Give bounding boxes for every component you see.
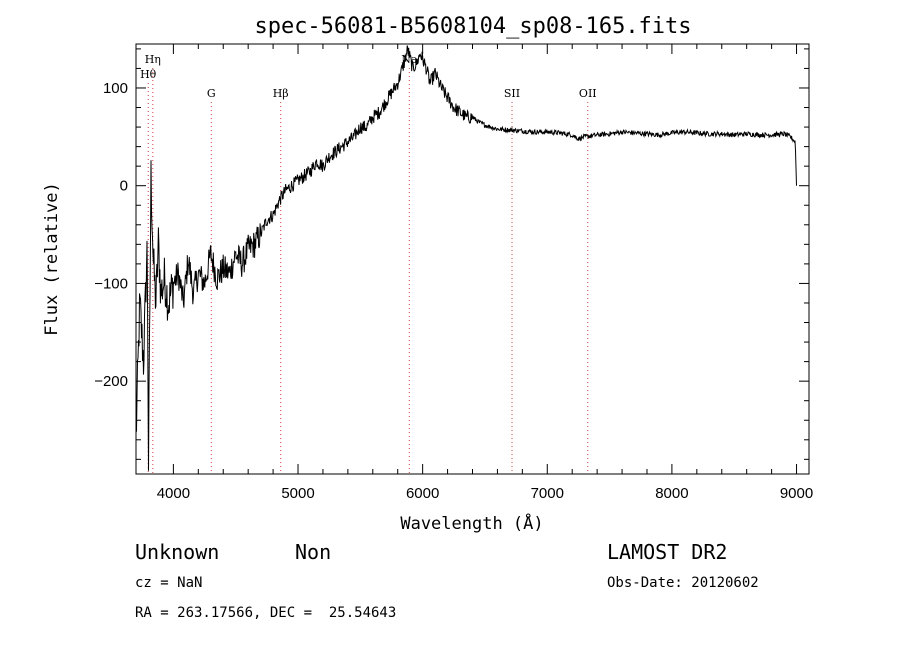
y-tick-label: −100 bbox=[94, 275, 128, 292]
marker-label: G bbox=[207, 87, 216, 100]
marker-label: Hβ bbox=[273, 87, 289, 100]
survey-name: LAMOST DR2 bbox=[607, 540, 728, 564]
x-tick-label: 8000 bbox=[655, 485, 688, 502]
x-tick-label: 7000 bbox=[531, 485, 564, 502]
sky-coordinates: RA = 263.17566, DEC = 25.54643 bbox=[135, 605, 397, 621]
chart-title: spec-56081-B5608104_sp08-165.fits bbox=[254, 14, 691, 39]
x-tick-label: 4000 bbox=[157, 485, 190, 502]
object-subclass: Non bbox=[295, 540, 332, 564]
axis-ticks: 4000 5000 6000 7000 8000 9000 −200 −100 0 100 bbox=[94, 44, 813, 502]
redshift-cz: cz = NaN bbox=[135, 575, 203, 591]
x-tick-label: 9000 bbox=[780, 485, 813, 502]
y-tick-label: 0 bbox=[120, 178, 128, 195]
marker-label: SII bbox=[504, 87, 520, 100]
spectrum-series bbox=[135, 45, 797, 471]
marker-label: OII bbox=[579, 87, 597, 100]
y-tick-label: 100 bbox=[103, 80, 128, 97]
marker-label: Hη bbox=[145, 53, 161, 66]
plot-frame bbox=[135, 43, 810, 475]
observation-date: Obs-Date: 20120602 bbox=[607, 575, 759, 591]
spectrum-line bbox=[135, 45, 797, 471]
x-tick-label: 6000 bbox=[406, 485, 439, 502]
x-axis-label: Wavelength (Å) bbox=[400, 512, 543, 534]
y-axis-label: Flux (relative) bbox=[42, 182, 62, 336]
marker-label: Hθ bbox=[140, 68, 157, 81]
x-tick-label: 5000 bbox=[281, 485, 314, 502]
y-tick-label: −200 bbox=[94, 373, 128, 390]
object-class: Unknown bbox=[135, 540, 220, 564]
